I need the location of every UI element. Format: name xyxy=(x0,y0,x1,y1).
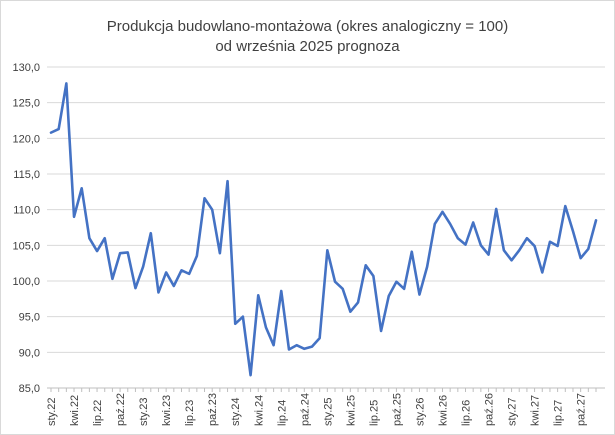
x-tick-label: paź.27 xyxy=(576,393,588,426)
x-tick-label: kwi.22 xyxy=(69,395,81,426)
x-tick-label: kwi.24 xyxy=(253,395,265,426)
x-tick-label: sty.26 xyxy=(414,397,426,426)
x-tick-label: lip.27 xyxy=(553,400,565,426)
x-tick-label: lip.26 xyxy=(461,400,473,426)
chart-subtitle: od września 2025 prognoza xyxy=(215,38,400,55)
x-tick-label: sty.23 xyxy=(138,397,150,426)
y-tick-label: 120,0 xyxy=(12,133,40,145)
x-tick-label: lip.25 xyxy=(368,400,380,426)
x-tick-label: paź.22 xyxy=(115,393,127,426)
y-tick-label: 95,0 xyxy=(19,312,40,324)
x-tick-label: paź.26 xyxy=(484,393,496,426)
y-tick-label: 125,0 xyxy=(12,98,40,110)
y-tick-label: 115,0 xyxy=(13,169,40,181)
y-tick-label: 110,0 xyxy=(13,205,40,217)
x-tick-label: sty.27 xyxy=(507,397,519,426)
x-tick-label: paź.24 xyxy=(299,393,311,426)
x-axis: sty.22 kwi.22 lip.22 paź.22 sty.23 kwi.23 lip.… xyxy=(46,387,605,426)
y-tick-label: 130,0 xyxy=(12,62,40,74)
gridlines xyxy=(47,66,605,389)
x-tick-label: kwi.25 xyxy=(345,395,357,426)
x-tick-label: kwi.27 xyxy=(530,395,542,426)
chart-title-block: Produkcja budowlano-montażowa (okres ana… xyxy=(1,17,614,57)
y-tick-label: 105,0 xyxy=(12,240,40,252)
x-tick-label: lip.24 xyxy=(276,400,288,426)
x-tick-label: paź.23 xyxy=(207,393,219,426)
y-tick-label: 85,0 xyxy=(19,383,40,395)
chart-title: Produkcja budowlano-montażowa (okres ana… xyxy=(106,18,509,35)
x-tick-label: sty.24 xyxy=(230,397,242,426)
x-tick-label: kwi.26 xyxy=(437,395,449,426)
x-tick-label: lip.23 xyxy=(184,400,196,426)
x-tick-label: sty.25 xyxy=(322,397,334,426)
series-layer xyxy=(49,82,598,377)
y-tick-label: 90,0 xyxy=(19,347,40,359)
y-tick-label: 100,0 xyxy=(12,276,40,288)
series-line xyxy=(49,82,598,377)
x-tick-label: sty.22 xyxy=(46,397,58,426)
x-tick-label: lip.22 xyxy=(92,400,104,426)
y-axis-ticks: 85,0 90,0 95,0 100,0 105,0 110,0 115,0 120,0 125… xyxy=(12,62,40,395)
x-tick-label: kwi.23 xyxy=(161,395,173,426)
x-tick-label: paź.25 xyxy=(391,393,403,426)
